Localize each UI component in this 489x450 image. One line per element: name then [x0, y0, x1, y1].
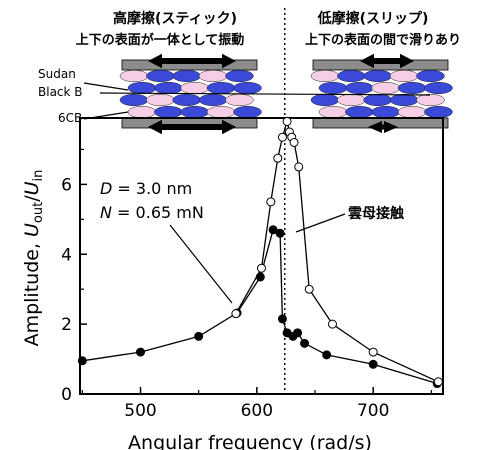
open-data-point	[327, 319, 337, 329]
open-data-point	[277, 132, 287, 142]
open-data-point	[294, 162, 304, 172]
label-black-b: Black B	[38, 85, 83, 99]
filled-data-point	[194, 331, 204, 341]
stick-molecule	[127, 81, 157, 95]
filled-data-point	[77, 356, 87, 366]
filled-data-point	[293, 328, 303, 338]
slip-molecule	[318, 81, 348, 95]
slip-molecule	[371, 105, 400, 119]
stick-molecule	[233, 81, 262, 95]
x-axis-label: Angular frequency (rad/s)	[128, 432, 372, 450]
open-data-point	[257, 263, 266, 273]
slip-molecule	[318, 105, 348, 119]
y-tick-label: 6	[61, 175, 72, 195]
open-data-point	[273, 153, 283, 163]
x-tick-label: 700	[357, 401, 389, 421]
slip-molecule	[337, 93, 366, 107]
stick-bottom-arrow	[148, 119, 236, 135]
stick-molecule	[198, 69, 228, 83]
slip-molecule	[310, 69, 340, 83]
slip-molecule	[389, 69, 419, 83]
stick-molecule	[146, 69, 175, 83]
annotation-mica-contact: 雲母接触	[348, 205, 404, 222]
chart-series	[77, 116, 443, 389]
stick-molecule	[154, 105, 183, 119]
pointer-sudan	[83, 82, 129, 91]
stick-molecule	[146, 93, 175, 107]
stick-top-arrow	[148, 53, 236, 69]
label-6cb: 6CB	[58, 111, 82, 125]
open-data-point	[289, 137, 299, 147]
slip-molecule	[345, 81, 374, 95]
slip-molecule	[424, 105, 453, 119]
stick-molecule	[233, 105, 262, 119]
open-series-line	[235, 118, 439, 383]
slip-molecule	[424, 81, 453, 95]
open-data-point	[266, 197, 276, 207]
plot-frame	[79, 117, 444, 395]
stick-molecule	[225, 69, 254, 83]
slip-molecule	[363, 69, 392, 83]
stick-molecule	[172, 69, 201, 83]
annotation-distance: D = 3.0 nm	[100, 179, 192, 198]
x-tick-label: 500	[124, 401, 156, 421]
open-data-point	[304, 284, 314, 294]
slip-molecule	[416, 93, 445, 107]
molecular-schematic	[119, 53, 453, 135]
y-tick-label: 0	[61, 385, 72, 405]
y-tick-label: 2	[61, 315, 72, 335]
annotation-pointer-filled	[169, 224, 233, 304]
slip-molecule	[310, 93, 340, 107]
open-data-point	[282, 116, 292, 126]
open-data-point	[368, 347, 378, 357]
filled-data-point	[322, 350, 332, 360]
pointer-black-b	[99, 92, 431, 96]
right-subtitle: 上下の表面の間で滑りあり	[305, 32, 461, 48]
stick-molecule	[127, 105, 157, 119]
left-title: 高摩擦(スティック)	[113, 10, 237, 27]
stick-molecule	[206, 105, 236, 119]
filled-data-point	[268, 225, 278, 235]
stick-molecule	[119, 93, 149, 107]
slip-molecule	[345, 105, 374, 119]
stick-molecule	[180, 81, 209, 95]
slip-top-arrow	[360, 53, 414, 69]
filled-data-point	[275, 228, 285, 238]
open-data-point	[231, 309, 241, 319]
right-title: 低摩擦(スリップ)	[317, 10, 429, 27]
annotation-pointer-open	[295, 213, 346, 233]
slip-bottom-arrow	[368, 121, 398, 133]
filled-data-point	[277, 314, 287, 324]
filled-data-point	[255, 272, 265, 282]
stick-molecule	[225, 93, 254, 107]
stick-molecule	[198, 93, 228, 107]
slip-molecule	[397, 105, 427, 119]
stick-molecule	[172, 93, 201, 107]
filled-series-line	[82, 228, 438, 385]
annotation-load: N = 0.65 mN	[100, 203, 204, 222]
left-subtitle: 上下の表面が一体として振動	[76, 32, 245, 48]
stick-molecule	[206, 81, 236, 95]
y-axis-label: Amplitude, Uout/Uin	[21, 170, 46, 347]
filled-data-point	[300, 338, 310, 348]
label-sudan: Sudan	[38, 67, 76, 81]
stick-molecule	[180, 105, 209, 119]
chart-axes: 500 600 700 0 2 4 6	[61, 8, 444, 421]
filled-data-point	[368, 359, 378, 369]
slip-molecule	[371, 81, 400, 95]
slip-molecule	[337, 69, 366, 83]
stick-molecule	[119, 69, 149, 83]
slip-molecule	[416, 69, 445, 83]
open-data-point	[433, 377, 443, 387]
slip-molecule	[397, 81, 427, 95]
stick-molecule	[154, 81, 183, 95]
slip-molecule	[363, 93, 392, 107]
y-tick-label: 4	[61, 245, 72, 265]
x-tick-label: 600	[241, 401, 273, 421]
slip-molecule	[389, 93, 419, 107]
filled-data-point	[136, 347, 145, 357]
